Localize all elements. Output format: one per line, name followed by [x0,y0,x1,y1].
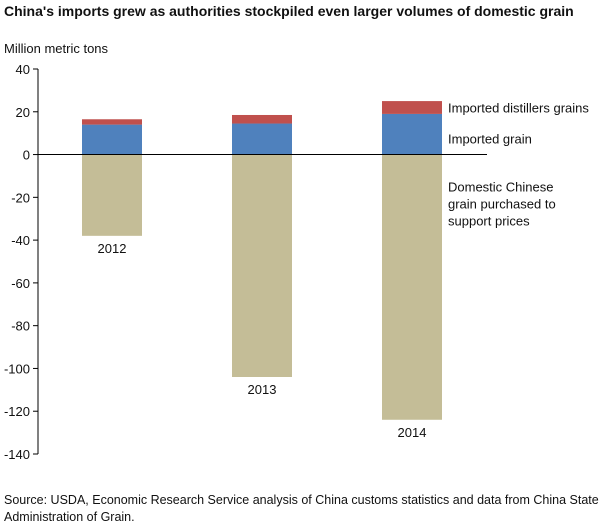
bar-imported-grain-2013 [232,123,292,155]
y-tick-label: 0 [23,148,30,163]
y-tick-label: -80 [11,319,30,334]
bar-domestic-grain-2013 [232,154,292,377]
y-axis-unit-label: Million metric tons [4,41,109,56]
plot-area: 40 20 0 -20 -40 -60 -80 -100 -120 -140 2012 2013 201… [4,62,589,462]
y-tick-label: -140 [4,447,30,462]
category-label-2012: 2012 [98,241,127,256]
y-tick-label: -20 [11,190,30,205]
legend-label-imported-grain: Imported grain [448,131,532,146]
bar-imported-distillers-grains-2014 [382,101,442,114]
source-note: Source: USDA, Economic Research Service … [4,493,599,524]
bar-domestic-grain-2014 [382,154,442,420]
y-tick-label: -100 [4,361,30,376]
y-tick-label: -40 [11,233,30,248]
bar-domestic-grain-2012 [82,154,142,236]
bar-imported-distillers-grains-2012 [82,119,142,125]
chart-title: China's imports grew as authorities stoc… [4,3,574,19]
bar-imported-distillers-grains-2013 [232,114,292,124]
bar-imported-grain-2012 [82,124,142,155]
category-label-2013: 2013 [248,382,277,397]
y-tick-label: 40 [16,62,30,77]
y-tick-label: -120 [4,404,30,419]
legend-label-domestic-grain: Domestic Chinese grain purchased to suppor… [448,180,556,229]
bar-imported-grain-2014 [382,113,442,155]
y-tick-label: 20 [16,105,30,120]
category-label-2014: 2014 [398,425,427,440]
legend-label-imported-distillers-grains: Imported distillers grains [448,101,589,116]
y-tick-label: -60 [11,276,30,291]
